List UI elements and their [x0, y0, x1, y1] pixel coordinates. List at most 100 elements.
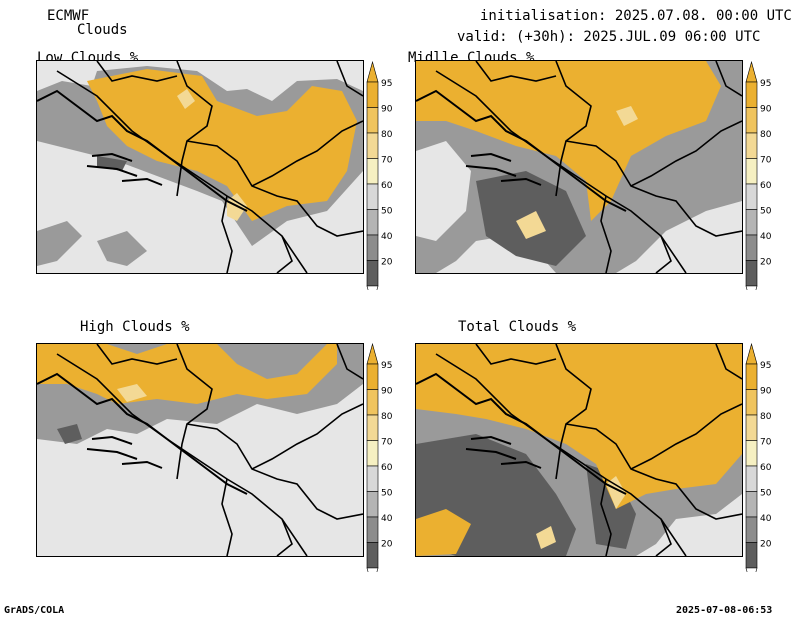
colorbar-segment — [745, 491, 758, 518]
colorbar-segment — [366, 132, 379, 159]
country-border — [435, 70, 687, 273]
colorbar-segment — [366, 209, 379, 236]
country-border — [475, 344, 557, 365]
coastline — [500, 460, 542, 469]
valid-time: valid: (+30h): 2025.JUL.09 06:00 UTC — [457, 29, 761, 45]
colorbar-tick-label: 90 — [381, 105, 393, 115]
colorbar-tick-label: 70 — [760, 438, 772, 448]
colorbar-segment — [745, 234, 758, 261]
country-border — [655, 518, 672, 556]
colorbar-segment — [366, 363, 379, 390]
map-low-clouds — [36, 60, 364, 274]
colorbar-top-arrow — [745, 60, 758, 83]
colorbar-tick-label: 80 — [760, 412, 772, 422]
country-border — [176, 61, 213, 197]
country-border — [56, 70, 308, 273]
map-total-clouds — [415, 343, 743, 557]
cloud-area — [97, 231, 147, 266]
colorbar-tick-label: 20 — [381, 258, 393, 268]
cloud-area — [606, 476, 626, 509]
cloud-area — [177, 89, 195, 109]
panel-title-total: Total Clouds % — [458, 319, 577, 335]
colorbar-tick-label: 50 — [381, 207, 393, 217]
colorbar-segment — [745, 440, 758, 467]
country-border — [251, 403, 363, 470]
colorbar-segment — [745, 209, 758, 236]
panel-title-high: High Clouds % — [80, 319, 190, 335]
colorbar-tick-label: 70 — [381, 156, 393, 166]
colorbar-high: 95 90 80 70 60 50 40 20 — [366, 342, 393, 572]
country-border — [565, 423, 742, 520]
country-border — [715, 61, 742, 97]
colorbar-segment — [366, 542, 379, 569]
coastline — [416, 89, 627, 212]
colorbar-bottom-arrow — [745, 285, 758, 290]
colorbar-segment — [745, 260, 758, 287]
colorbar-tick-label: 95 — [760, 79, 771, 89]
colorbar-tick-label: 95 — [760, 361, 771, 371]
colorbar-total: 95 90 80 70 60 50 40 20 — [745, 342, 772, 572]
coastline — [91, 435, 133, 445]
colorbar-segment — [366, 107, 379, 134]
colorbar-tick-label: 40 — [381, 514, 393, 524]
colorbar-tick-label: 95 — [381, 79, 392, 89]
colorbar-tick-label: 40 — [760, 514, 772, 524]
colorbar-top-arrow — [366, 60, 379, 83]
colorbar-segment — [745, 81, 758, 108]
country-border — [630, 120, 742, 187]
colorbar-segment — [366, 440, 379, 467]
coastline — [470, 152, 512, 162]
country-border — [600, 478, 612, 556]
colorbar-segment — [745, 516, 758, 543]
cloud-area — [516, 211, 546, 239]
colorbar-bottom-arrow — [745, 567, 758, 572]
colorbar-top-arrow — [366, 342, 379, 365]
colorbar-segment — [366, 260, 379, 287]
cloud-area — [536, 526, 556, 549]
coastline — [37, 89, 248, 212]
colorbar-segment — [366, 414, 379, 441]
colorbar-segment — [366, 516, 379, 543]
country-border — [251, 120, 363, 187]
coastline — [121, 177, 163, 186]
country-border — [565, 140, 742, 237]
colorbar-bottom-arrow — [366, 285, 379, 290]
colorbar-segment — [745, 389, 758, 416]
coastline — [121, 460, 163, 469]
country-border — [276, 235, 293, 273]
colorbar-segment — [745, 414, 758, 441]
colorbar-tick-label: 20 — [760, 258, 772, 268]
cloud-area — [57, 424, 82, 444]
colorbar-segment — [366, 465, 379, 492]
coastline — [465, 165, 517, 177]
colorbar-tick-label: 60 — [381, 181, 393, 191]
colorbar-tick-label: 95 — [381, 361, 392, 371]
cloud-area — [416, 509, 471, 556]
colorbar-segment — [745, 542, 758, 569]
colorbar-segment — [745, 107, 758, 134]
footer-software: GrADS/COLA — [4, 605, 65, 616]
product-label: Clouds — [77, 22, 128, 38]
colorbar-tick-label: 50 — [381, 489, 393, 499]
colorbar-tick-label: 90 — [760, 387, 772, 397]
map-middle-clouds — [415, 60, 743, 274]
country-border — [186, 140, 363, 237]
colorbar-tick-label: 80 — [760, 130, 772, 140]
coastline — [470, 435, 512, 445]
model-label: ECMWF — [47, 8, 90, 24]
country-border — [715, 344, 742, 380]
colorbar-tick-label: 70 — [760, 156, 772, 166]
country-border — [336, 344, 363, 380]
init-time: initialisation: 2025.07.08. 00:00 UTC — [480, 8, 792, 24]
coastline — [37, 372, 248, 495]
footer-timestamp: 2025-07-08-06:53 — [676, 605, 773, 616]
colorbar-low: 95 90 80 70 60 50 40 20 — [366, 60, 393, 290]
cloud-area — [117, 384, 147, 402]
colorbar-segment — [366, 491, 379, 518]
cloud-area — [87, 69, 357, 221]
coastline — [500, 177, 542, 186]
colorbar-segment — [745, 183, 758, 210]
colorbar-tick-label: 80 — [381, 130, 393, 140]
colorbar-segment — [366, 389, 379, 416]
